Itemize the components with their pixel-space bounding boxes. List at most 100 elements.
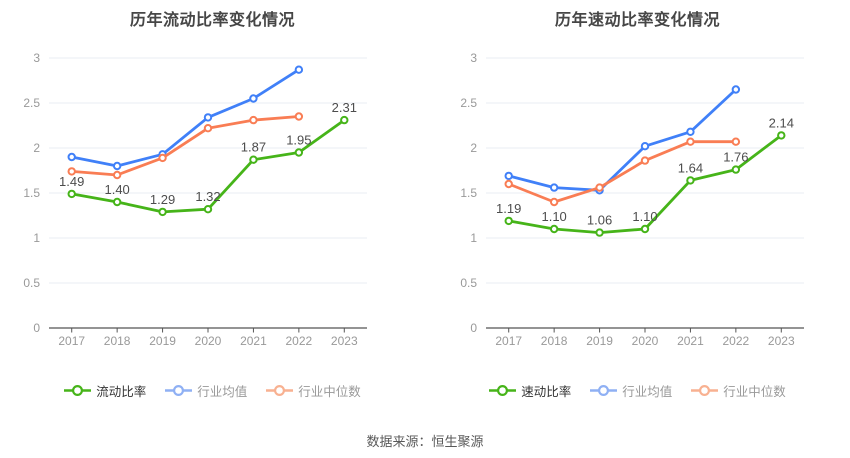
data-point-label: 2.31 <box>332 100 357 115</box>
data-point <box>640 142 650 151</box>
data-point <box>504 216 513 226</box>
svg-text:2018: 2018 <box>104 334 131 348</box>
data-point <box>203 205 213 214</box>
legend-line-marker-icon <box>266 384 294 397</box>
data-point <box>67 167 76 176</box>
svg-text:2018: 2018 <box>541 334 568 348</box>
legend-line-marker-icon <box>691 384 719 397</box>
data-point <box>549 183 559 192</box>
x-axis-labels: 2017 2018 2019 2020 2021 2022 2023 <box>58 334 358 348</box>
svg-text:2023: 2023 <box>768 334 795 348</box>
legend-line-marker-icon <box>489 384 517 397</box>
svg-text:0.5: 0.5 <box>460 276 477 290</box>
legend-item-green[interactable]: 速动比率 <box>489 381 571 400</box>
data-point <box>158 153 167 163</box>
legend-label: 流动比率 <box>96 385 147 399</box>
legend-item-green[interactable]: 流动比率 <box>64 381 146 400</box>
data-point-label: 1.19 <box>496 201 521 216</box>
legend-item-blue[interactable]: 行业均值 <box>590 381 672 400</box>
legend-item-blue[interactable]: 行业均值 <box>165 381 247 400</box>
data-point <box>640 224 650 234</box>
data-point <box>158 207 167 217</box>
data-point <box>203 113 213 122</box>
data-point-label: 1.95 <box>286 133 311 148</box>
svg-text:3: 3 <box>33 51 40 65</box>
data-point <box>686 127 695 137</box>
gridlines <box>49 57 367 284</box>
charts-row: 历年流动比率变化情况 0 0.5 1 1.5 2 2.5 3 2017 2018 2019 2020… <box>0 0 850 399</box>
data-point <box>67 152 76 162</box>
data-point <box>504 179 513 189</box>
svg-text:2019: 2019 <box>149 334 176 348</box>
svg-text:2020: 2020 <box>632 334 659 348</box>
svg-text:2021: 2021 <box>677 334 704 348</box>
current-ratio-plot: 0 0.5 1 1.5 2 2.5 3 2017 2018 2019 2020 2021 2022 202… <box>23 51 367 348</box>
current-ratio-chart: 历年流动比率变化情况 0 0.5 1 1.5 2 2.5 3 2017 2018 2019 2020… <box>0 0 425 399</box>
data-point <box>203 124 213 133</box>
data-point <box>549 224 559 234</box>
data-point-label: 1.32 <box>195 189 220 204</box>
svg-text:2.5: 2.5 <box>23 96 40 110</box>
data-point-label: 1.64 <box>678 160 703 175</box>
data-point-label: 1.87 <box>241 140 266 155</box>
x-axis-labels: 2017 2018 2019 2020 2021 2022 2023 <box>495 334 795 348</box>
data-point <box>112 197 122 207</box>
data-point <box>112 170 122 180</box>
legend-label: 行业均值 <box>197 385 248 399</box>
gridlines <box>486 57 804 284</box>
data-point-label: 1.06 <box>587 213 612 228</box>
data-point-label: 1.10 <box>632 209 657 224</box>
svg-text:2019: 2019 <box>586 334 613 348</box>
svg-text:2023: 2023 <box>331 334 358 348</box>
svg-text:2022: 2022 <box>723 334 750 348</box>
data-point <box>686 176 695 185</box>
legend-item-orange[interactable]: 行业中位数 <box>691 381 786 400</box>
y-axis-labels: 0 0.5 1 1.5 2 2.5 3 <box>460 51 477 335</box>
svg-text:2017: 2017 <box>58 334 85 348</box>
data-point <box>294 65 304 74</box>
data-point-label: 1.40 <box>104 182 129 197</box>
data-point <box>686 137 695 146</box>
data-point-label: 1.76 <box>723 150 748 165</box>
data-point <box>340 115 349 125</box>
x-axis <box>49 327 367 333</box>
svg-text:0: 0 <box>470 321 477 335</box>
svg-text:0.5: 0.5 <box>23 276 40 290</box>
series-green-line: 1.19 1.10 1.06 1.10 1.64 1.76 2.14 <box>496 115 794 237</box>
legend-line-marker-icon <box>165 384 193 397</box>
svg-text:2020: 2020 <box>195 334 222 348</box>
legend-item-orange[interactable]: 行业中位数 <box>266 381 361 400</box>
svg-text:1.5: 1.5 <box>460 186 477 200</box>
series-orange-line <box>67 112 304 180</box>
svg-text:1: 1 <box>470 231 477 245</box>
legend: 速动比率 行业均值 行业中位数 <box>425 382 850 399</box>
quick-ratio-plot: 0 0.5 1 1.5 2 2.5 3 2017 2018 2019 2020 2021 2022 202… <box>460 51 804 348</box>
data-point <box>549 197 559 207</box>
legend-line-marker-icon <box>590 384 618 397</box>
series-orange-line <box>504 137 741 207</box>
data-point <box>595 228 604 237</box>
data-point <box>731 165 741 174</box>
data-point <box>294 148 304 157</box>
series-blue-line <box>504 85 741 195</box>
data-point <box>112 161 122 171</box>
svg-text:1: 1 <box>33 231 40 245</box>
legend-label: 行业中位数 <box>298 385 361 399</box>
svg-text:2: 2 <box>33 141 40 155</box>
series-blue-line <box>67 65 304 171</box>
data-point-label: 1.49 <box>59 174 84 189</box>
svg-text:2021: 2021 <box>240 334 267 348</box>
data-point <box>294 112 304 121</box>
svg-text:2017: 2017 <box>495 334 522 348</box>
svg-text:2.5: 2.5 <box>460 96 477 110</box>
data-point <box>731 137 741 146</box>
svg-text:2: 2 <box>470 141 477 155</box>
data-source-note: 数据来源：恒生聚源 <box>366 434 484 449</box>
legend-label: 速动比率 <box>521 385 572 399</box>
svg-text:2022: 2022 <box>286 334 313 348</box>
data-point <box>249 155 258 164</box>
data-point <box>249 115 258 125</box>
data-point <box>504 171 513 181</box>
chart-title: 历年速动比率变化情况 <box>554 12 720 29</box>
